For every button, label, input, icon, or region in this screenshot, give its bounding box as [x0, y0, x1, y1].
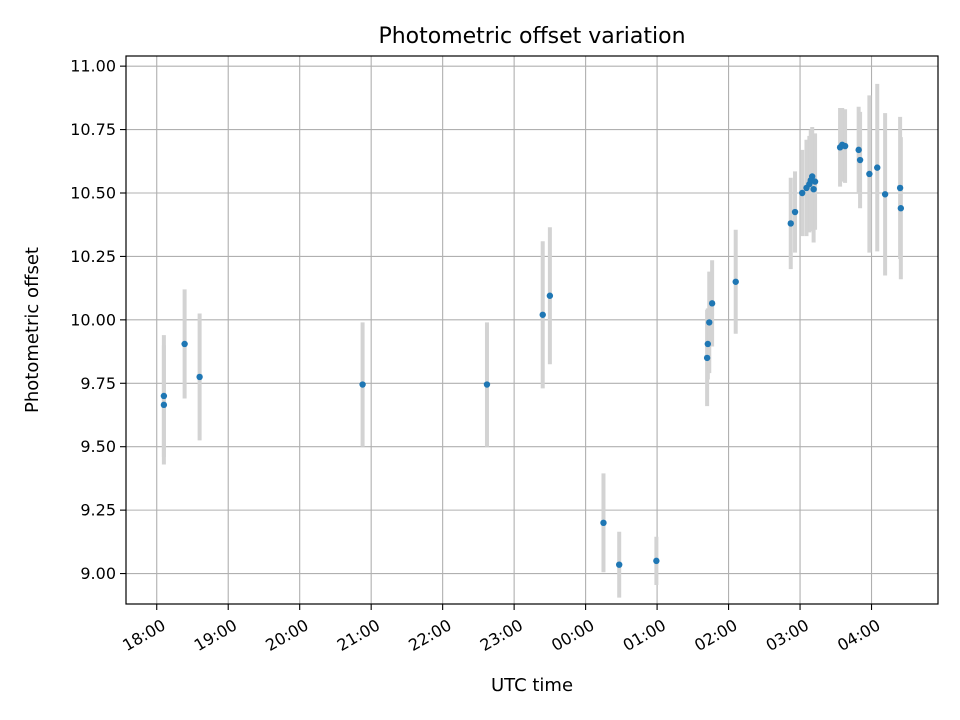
data-point [791, 208, 799, 216]
x-axis-label: UTC time [491, 675, 573, 696]
data-point [616, 561, 623, 568]
data-point [160, 401, 168, 409]
data-point [866, 170, 873, 178]
data-point [708, 300, 716, 307]
data-point [600, 519, 607, 527]
data-point [856, 156, 864, 164]
chart-title: Photometric offset variation [378, 24, 685, 49]
y-tick-label: 10.00 [70, 310, 116, 329]
data-point [196, 373, 203, 381]
data-point [732, 278, 739, 285]
data-point [811, 178, 819, 185]
grid [126, 56, 938, 604]
data-point [897, 205, 905, 212]
data-point [359, 381, 366, 388]
data-point [841, 142, 849, 150]
data-point [704, 340, 712, 348]
data-point [483, 381, 491, 388]
data-point [181, 340, 188, 348]
data-point [787, 220, 794, 227]
data-point [653, 557, 660, 565]
y-tick-label: 10.75 [70, 120, 116, 139]
data-point [855, 146, 862, 154]
data-point [546, 292, 554, 299]
y-tick-label: 10.50 [70, 184, 116, 203]
data-point [539, 311, 546, 318]
data-point [881, 191, 889, 198]
plot-frame [125, 55, 939, 605]
data-point [896, 184, 904, 192]
data-point [808, 173, 816, 180]
data-point [703, 354, 711, 362]
data-point [810, 185, 817, 193]
y-tick-label: 9.25 [80, 501, 116, 520]
data-point [706, 319, 713, 326]
data-point [798, 189, 806, 197]
y-ticks: 9.00 9.25 9.50 9.75 10.00 10.25 10.50 10.75 11.0… [70, 57, 126, 583]
y-tick-label: 10.25 [70, 247, 116, 266]
data-points [160, 141, 905, 568]
data-point [160, 392, 168, 400]
data-point [874, 164, 881, 171]
y-tick-label: 11.00 [70, 57, 116, 76]
y-tick-label: 9.50 [80, 437, 116, 456]
y-tick-label: 9.00 [80, 564, 116, 583]
y-axis-label: Photometric offset [22, 247, 43, 413]
y-tick-label: 9.75 [80, 374, 116, 393]
